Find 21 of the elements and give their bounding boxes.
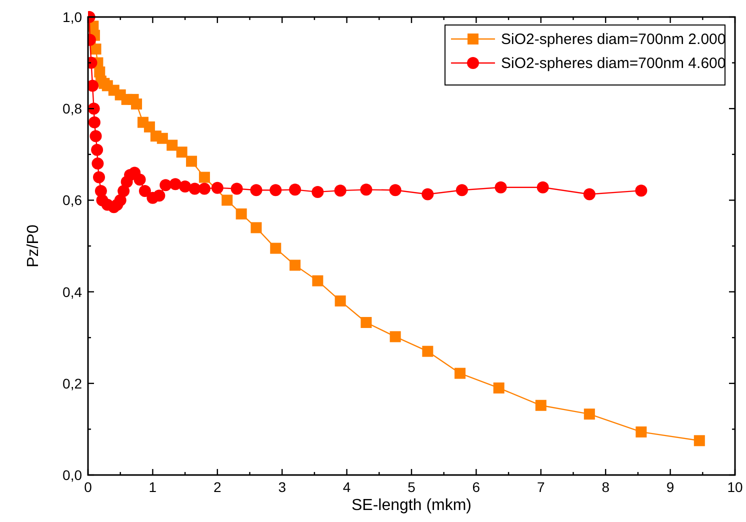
y-tick-label: 1,0 (62, 9, 82, 25)
legend-label: SiO2-spheres diam=700nm 2.000 (501, 31, 726, 48)
y-tick-label: 0,0 (62, 467, 82, 483)
y-tick-label: 0,6 (62, 192, 82, 208)
x-tick-label: 3 (278, 479, 286, 495)
y-tick-label: 0,4 (62, 284, 82, 300)
x-tick-label: 4 (342, 479, 351, 495)
legend-label: SiO2-spheres diam=700nm 4.600 (501, 55, 726, 72)
x-tick-label: 1 (148, 479, 157, 495)
x-tick-label: 7 (537, 479, 545, 495)
y-tick-label: 0,2 (62, 375, 82, 392)
y-tick-label: 0,8 (62, 100, 82, 117)
x-tick-label: 6 (472, 479, 480, 495)
x-tick-label: 10 (727, 479, 743, 495)
x-tick-label: 8 (602, 479, 610, 495)
y-axis-title: Pz/P0 (25, 224, 42, 268)
x-axis-title: SE-length (mkm) (351, 497, 472, 514)
x-tick-label: 5 (408, 479, 416, 495)
x-tick-label: 0 (84, 479, 92, 495)
x-tick-label: 2 (214, 479, 222, 495)
x-tick-label: 9 (666, 479, 674, 495)
